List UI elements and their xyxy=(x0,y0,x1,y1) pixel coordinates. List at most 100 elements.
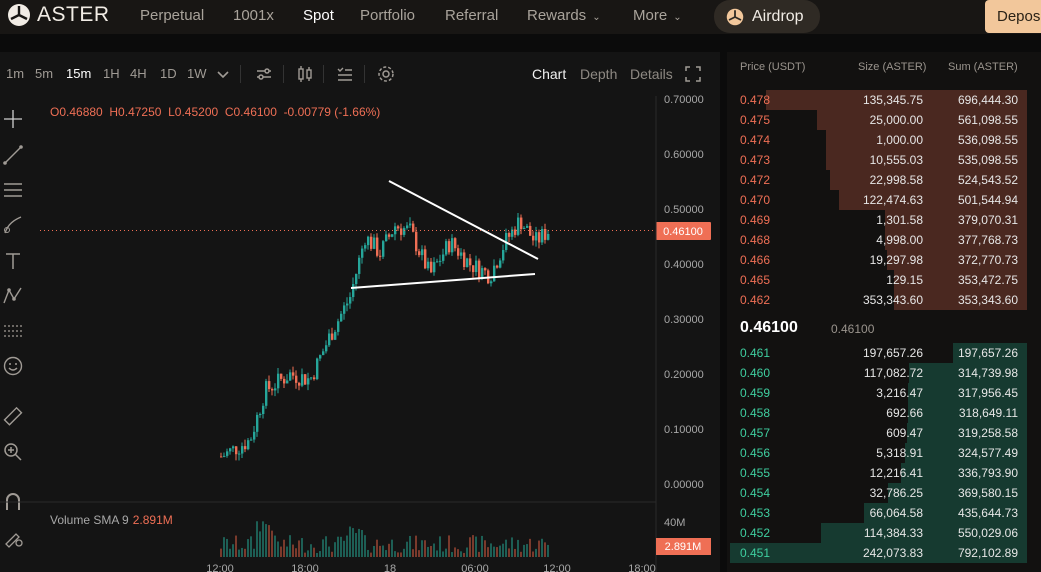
volume-bar xyxy=(499,545,501,557)
time-tick-label: 06:00 xyxy=(461,563,489,572)
bid-row[interactable]: 0.461 197,657.26 197,657.26 xyxy=(727,343,1027,363)
volume-bar xyxy=(436,550,438,557)
ask-row[interactable]: 0.468 4,998.00 377,768.73 xyxy=(727,230,1027,250)
bid-row[interactable]: 0.452 114,384.33 550,029.06 xyxy=(727,523,1027,543)
row-price: 0.466 xyxy=(740,253,771,267)
current-price-tag-label: 0.46100 xyxy=(663,226,703,238)
bid-row[interactable]: 0.458 692.66 318,649.11 xyxy=(727,403,1027,423)
row-price: 0.462 xyxy=(740,293,771,307)
emoji-icon[interactable] xyxy=(2,355,24,377)
forecast-icon[interactable] xyxy=(2,320,24,342)
ask-row[interactable]: 0.466 19,297.98 372,770.73 xyxy=(727,250,1027,270)
timeframe-1m[interactable]: 1m xyxy=(6,66,25,81)
ruler-icon[interactable] xyxy=(2,406,24,428)
volume-bar xyxy=(532,551,534,557)
timeframe-1h[interactable]: 1H xyxy=(103,66,120,81)
volume-bar xyxy=(514,548,516,557)
ask-row[interactable]: 0.469 1,301.58 379,070.31 xyxy=(727,210,1027,230)
tab-depth[interactable]: Depth xyxy=(580,66,618,82)
price-axis: 0.70000 0.60000 0.50000 0.40000 0.30000 0.200… xyxy=(664,94,704,491)
candlestick-icon[interactable] xyxy=(295,64,315,84)
settings-gear-icon[interactable] xyxy=(376,64,396,84)
row-sum: 324,577.49 xyxy=(957,446,1018,460)
chevron-down-icon[interactable] xyxy=(213,64,233,84)
price-chart[interactable]: 0.70000 0.60000 0.50000 0.40000 0.30000 0.200… xyxy=(0,52,720,572)
brand-logo-link[interactable]: ASTER xyxy=(7,3,110,27)
candle-body xyxy=(451,238,454,253)
horizontal-lines-icon[interactable] xyxy=(2,179,24,201)
row-price: 0.460 xyxy=(740,366,771,380)
ask-row[interactable]: 0.475 25,000.00 561,098.55 xyxy=(727,110,1027,130)
magnet-icon[interactable] xyxy=(2,491,24,513)
row-sum: 314,739.98 xyxy=(957,366,1018,380)
nav-rewards-label: Rewards xyxy=(527,7,587,24)
chart-type-icon[interactable] xyxy=(254,64,274,84)
ask-row[interactable]: 0.472 22,998.58 524,543.52 xyxy=(727,170,1027,190)
bid-row[interactable]: 0.457 609.47 319,258.58 xyxy=(727,423,1027,443)
nav-spot[interactable]: Spot xyxy=(303,7,334,24)
timeframe-5m[interactable]: 5m xyxy=(35,66,54,81)
price-tick-label: 0.70000 xyxy=(664,94,704,106)
nav-rewards[interactable]: Rewards ⌄ xyxy=(527,7,601,24)
zoom-in-icon[interactable] xyxy=(2,441,24,463)
trend-line-icon[interactable] xyxy=(2,144,24,166)
depth-bar xyxy=(825,130,1027,150)
volume-bar xyxy=(529,538,531,557)
volume-legend-value: 2.891M xyxy=(132,513,173,527)
crosshair-icon[interactable] xyxy=(2,108,24,130)
drawing-toolbar xyxy=(0,96,28,572)
chart-toolbar: 1m 5m 15m 1H 4H 1D 1W Chart Depth Detail… xyxy=(0,52,720,96)
brush-icon[interactable] xyxy=(2,214,24,236)
bid-row[interactable]: 0.454 32,786.25 369,580.15 xyxy=(727,483,1027,503)
ask-row[interactable]: 0.473 10,555.03 535,098.55 xyxy=(727,150,1027,170)
nav-portfolio[interactable]: Portfolio xyxy=(360,7,415,24)
candle-body xyxy=(331,333,334,340)
tab-chart[interactable]: Chart xyxy=(532,66,567,82)
bid-row[interactable]: 0.460 117,082.72 314,739.98 xyxy=(727,363,1027,383)
volume-bar xyxy=(328,546,330,557)
fullscreen-icon[interactable] xyxy=(683,64,703,84)
bid-row[interactable]: 0.451 242,073.83 792,102.89 xyxy=(727,543,1027,563)
lock-drawings-icon[interactable] xyxy=(2,526,24,548)
bid-row[interactable]: 0.455 12,216.41 336,793.90 xyxy=(727,463,1027,483)
candle-body xyxy=(508,233,511,237)
timeframe-1d[interactable]: 1D xyxy=(160,66,177,81)
volume-bar xyxy=(361,530,363,557)
volume-bar xyxy=(385,550,387,557)
row-sum: 318,649.11 xyxy=(958,406,1018,420)
ask-row[interactable]: 0.470 122,474.63 501,544.94 xyxy=(727,190,1027,210)
nav-1001x[interactable]: 1001x xyxy=(233,7,274,24)
indicators-icon[interactable] xyxy=(335,64,355,84)
deposit-button[interactable]: Depos xyxy=(985,0,1041,33)
ask-row[interactable]: 0.478 135,345.75 696,444.30 xyxy=(727,90,1027,110)
airdrop-button[interactable]: Airdrop xyxy=(714,0,820,33)
timeframe-15m[interactable]: 15m xyxy=(66,66,92,81)
pattern-icon[interactable] xyxy=(2,285,24,307)
nav-more[interactable]: More ⌄ xyxy=(633,7,682,24)
volume-bar xyxy=(229,548,231,557)
candle-body xyxy=(496,265,499,268)
timeframe-1w[interactable]: 1W xyxy=(187,66,207,81)
bid-row[interactable]: 0.453 66,064.58 435,644.73 xyxy=(727,503,1027,523)
tab-details[interactable]: Details xyxy=(630,66,673,82)
candle-body xyxy=(319,355,322,359)
timeframe-4h[interactable]: 4H xyxy=(130,66,147,81)
text-icon[interactable] xyxy=(2,250,24,272)
depth-bar xyxy=(816,110,1027,130)
row-price: 0.475 xyxy=(740,113,771,127)
last-price: 0.46100 xyxy=(740,319,798,336)
ask-row[interactable]: 0.462 353,343.60 353,343.60 xyxy=(727,290,1027,310)
candle-body xyxy=(241,446,244,454)
nav-referral[interactable]: Referral xyxy=(445,7,498,24)
candle-body xyxy=(238,453,241,455)
volume-bar xyxy=(412,549,414,557)
row-size: 1,000.00 xyxy=(876,133,923,147)
volume-bar xyxy=(370,552,372,557)
depth-bar xyxy=(907,383,1027,403)
bid-row[interactable]: 0.459 3,216.47 317,956.45 xyxy=(727,383,1027,403)
nav-perpetual[interactable]: Perpetual xyxy=(140,7,204,24)
ask-row[interactable]: 0.465 129.15 353,472.75 xyxy=(727,270,1027,290)
bid-row[interactable]: 0.456 5,318.91 324,577.49 xyxy=(727,443,1027,463)
ask-row[interactable]: 0.474 1,000.00 536,098.55 xyxy=(727,130,1027,150)
candle-body xyxy=(265,381,268,406)
